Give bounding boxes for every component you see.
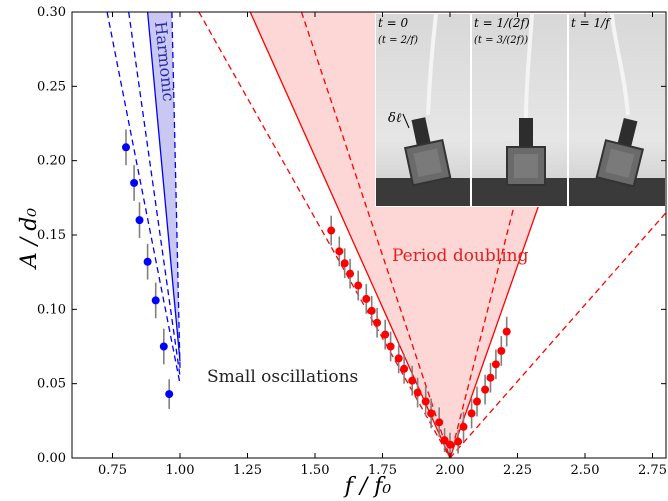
y-tick-label: 0.15 [37,228,66,243]
panel-1-magnet [403,117,452,187]
panel-2-magnet [506,118,546,186]
harmonic-dashed-boundary [128,12,181,377]
y-axis-label: A / d₀ [17,208,42,270]
period-doubling-data-point-9 [386,342,395,351]
period-doubling-data-point-21 [467,409,476,418]
x-tick-label: 2.75 [638,463,667,478]
delta-l-label: δℓ [388,111,402,126]
period-doubling-dashed-boundary [300,12,451,458]
panel-2-wire [524,13,534,119]
x-tick-label: 1.50 [301,463,330,478]
inset-panel-1: δℓ [376,13,470,206]
period-doubling-data-point-20 [459,422,468,431]
period-doubling-data-point-23 [481,385,490,394]
y-tick-label: 0.30 [37,5,66,20]
period-doubling-data-point-27 [502,327,511,336]
x-tick-label: 1.75 [368,463,397,478]
harmonic-data-point-6 [165,390,174,399]
panel-3-wire [610,13,630,116]
x-tick-label: 2.25 [503,463,532,478]
y-tick-label: 0.10 [37,302,66,317]
small-oscillations-label: Small oscillations [207,367,358,387]
period-doubling-data-point-25 [491,360,500,369]
panel-1-time-label: t = 0 [378,16,409,30]
period-doubling-data-point-11 [400,364,409,373]
period-doubling-data-point-22 [473,397,481,406]
panel-3-magnet [595,117,645,188]
period-doubling-data-point-2 [340,259,349,268]
y-tick-label: 0.25 [37,79,66,94]
data-points-layer [122,143,511,449]
period-doubling-data-point-26 [497,346,506,355]
period-doubling-data-point-13 [413,388,422,397]
period-doubling-data-point-8 [381,330,390,339]
ticks-layer: 0.75 1.00 1.25 1.50 1.75 2.00 2.25 2.50 2.75 0.00… [37,5,667,478]
period-doubling-data-point-14 [421,397,430,406]
period-doubling-data-point-5 [362,294,371,303]
x-tick-label: 1.25 [233,463,262,478]
period-doubling-data-point-17 [440,436,449,445]
x-tick-label: 2.50 [571,463,600,478]
harmonic-dashed-boundary [106,12,181,384]
period-doubling-data-point-12 [408,376,417,385]
period-doubling-data-point-6 [367,306,376,315]
period-doubling-data-point-15 [427,409,436,418]
harmonic-data-point-2 [135,216,144,225]
harmonic-data-point-5 [159,342,168,351]
panel-1-wire [426,13,438,116]
period-doubling-dashed-boundary [198,12,451,458]
harmonic-data-point-1 [130,178,139,187]
harmonic-data-point-0 [122,143,130,152]
harmonic-solid-boundary [146,12,181,362]
period-doubling-data-point-4 [354,281,363,290]
inset-panel-2 [472,13,567,206]
panel-2-time-label: t = 1/(2f) [474,16,530,30]
inset-photo-strip: δℓ t = 0 (t = 2/f) [375,13,665,207]
harmonic-data-point-3 [143,257,152,266]
period-doubling-data-point-18 [446,440,454,449]
period-doubling-data-point-7 [373,318,382,327]
panel-1-time-sublabel: (t = 2/f) [378,35,418,46]
period-doubling-data-point-19 [454,437,463,446]
panel-3-time-label: t = 1/f [571,16,612,30]
y-tick-label: 0.20 [37,154,66,169]
period-doubling-dashed-boundary [449,212,666,458]
x-tick-label: 0.75 [98,463,127,478]
x-axis-label: f / f₀ [343,474,392,499]
period-doubling-data-point-16 [435,418,444,427]
period-doubling-data-point-0 [327,226,336,235]
period-doubling-data-point-1 [335,247,344,256]
inset-panel-3 [569,13,665,206]
harmonic-data-point-4 [151,296,160,305]
x-tick-label: 2.00 [436,463,465,478]
period-doubling-solid-boundary [249,12,451,458]
period-doubling-data-point-10 [394,354,403,363]
y-tick-label: 0.00 [37,451,66,466]
period-doubling-data-point-24 [486,373,495,382]
y-tick-label: 0.05 [37,377,66,392]
panel-2-time-sublabel: (t = 3/(2f)) [474,35,528,46]
period-doubling-label: Period doubling [392,246,529,266]
period-doubling-data-point-3 [346,269,355,278]
x-tick-label: 1.00 [166,463,195,478]
